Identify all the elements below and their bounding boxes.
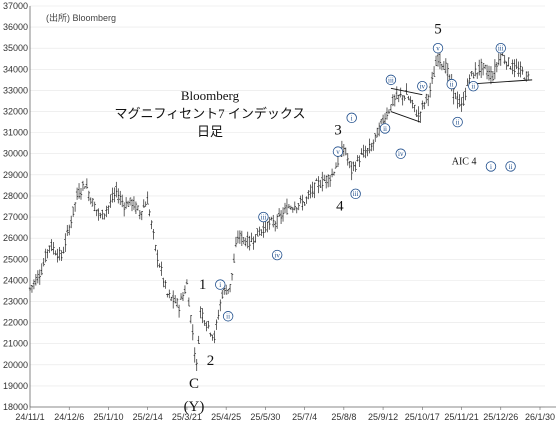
y-tick-label: 23000 (3, 296, 28, 306)
circled-label-ring (379, 123, 391, 134)
circled-label: v (436, 45, 440, 53)
circled-label: iv (274, 251, 280, 259)
y-tick-label: 18000 (3, 402, 28, 412)
y-tick-label: 19000 (3, 381, 28, 391)
y-tick-label: 25000 (3, 254, 28, 264)
circled-label: iv (420, 83, 426, 91)
x-tick-label: 25/8/8 (331, 412, 356, 422)
circled-label-ring (417, 80, 428, 92)
y-tick-label: 29000 (3, 170, 28, 180)
x-tick-label: 25/3/21 (172, 412, 202, 422)
x-tick-label: 25/11/21 (444, 412, 478, 422)
circled-label-ring (446, 78, 457, 90)
y-axis-ticks: 18000 19000 20000 21000 22000 23000 24000 25000… (3, 1, 28, 412)
circled-label-ring (346, 112, 357, 124)
circled-label-ring (215, 279, 226, 290)
wave-label: 5 (434, 21, 442, 37)
wave-label: C (189, 376, 199, 392)
x-tick-label: 25/5/30 (250, 412, 280, 422)
y-tick-label: 32000 (3, 107, 28, 117)
circled-label: i (219, 281, 221, 289)
circled-label-ring (485, 161, 497, 172)
x-axis-ticks: 24/11/1 24/12/6 25/1/10 25/2/14 25/3/21 25/4/… (15, 407, 555, 422)
y-tick-label: 24000 (3, 275, 28, 285)
y-tick-label: 22000 (3, 318, 28, 328)
trend-line (390, 87, 423, 96)
source-label: (出所) Bloomberg (46, 12, 116, 23)
y-tick-label: 36000 (3, 22, 28, 32)
x-tick-label: 25/2/14 (133, 412, 163, 422)
circled-label: v (336, 148, 340, 156)
trend-line (390, 111, 421, 123)
trend-lines (390, 79, 533, 123)
circled-label-ring (350, 188, 361, 200)
x-tick-label: 25/1/10 (93, 412, 123, 422)
circled-label: ii (456, 118, 460, 126)
y-tick-label: 33000 (3, 85, 28, 95)
wave-label: 4 (336, 199, 344, 215)
circled-label: iii (498, 45, 504, 53)
title-line-2: マグニフィセント7 インデックス (114, 106, 305, 121)
circled-label-ring (395, 148, 406, 159)
circled-label: ii (226, 313, 230, 321)
trend-line (469, 79, 533, 85)
x-tick-label: 25/9/12 (368, 412, 398, 422)
wave-label: 1 (199, 277, 207, 293)
circled-label: iii (388, 76, 394, 84)
wave-label: 2 (207, 353, 215, 369)
circled-label-ring (271, 249, 283, 261)
circled-label: i (351, 114, 353, 122)
wave-labels: 5 3 4 1 2C (Y) (184, 21, 442, 415)
circled-label: ii (450, 80, 454, 88)
circled-label: i (490, 163, 492, 171)
wave-label: (Y) (184, 399, 205, 415)
circled-label: ii (471, 83, 475, 91)
circled-label: iii (261, 213, 267, 221)
y-tick-label: 26000 (3, 233, 28, 243)
circled-label: ii (509, 163, 513, 171)
x-tick-label: 25/7/4 (292, 412, 317, 422)
y-tick-label: 31000 (3, 128, 28, 138)
y-tick-label: 28000 (3, 191, 28, 201)
circled-label: ii (383, 125, 387, 133)
circled-label-ring (258, 211, 269, 223)
y-tick-label: 37000 (3, 1, 28, 11)
circled-label-ring (468, 80, 479, 92)
title-line-1: Bloomberg (181, 88, 240, 103)
y-tick-label: 30000 (3, 149, 28, 159)
circled-label-ring (222, 311, 234, 322)
circled-label-ring (505, 161, 516, 172)
y-tick-label: 21000 (3, 339, 28, 349)
y-tick-label: 20000 (3, 360, 28, 370)
circled-label-ring (385, 74, 397, 86)
x-tick-label: 24/11/1 (15, 412, 44, 422)
x-tick-label: 25/4/25 (211, 412, 241, 422)
x-tick-label: 25/10/17 (405, 412, 440, 422)
circled-label: iv (398, 150, 404, 158)
price-bars (28, 50, 530, 371)
aic-annotation: AIC 4 (452, 156, 477, 167)
y-tick-label: 34000 (3, 64, 28, 74)
x-tick-label: 24/12/6 (54, 412, 84, 422)
circled-label-ring (495, 43, 506, 54)
circled-label-ring (332, 146, 344, 157)
x-tick-label: 25/12/26 (483, 412, 518, 422)
title-line-3: 日足 (197, 124, 223, 139)
circled-label-ring (432, 43, 444, 54)
y-tick-label: 35000 (3, 43, 28, 53)
y-tick-label: 27000 (3, 212, 28, 222)
x-tick-label: 26/1/30 (525, 412, 555, 422)
wave-label: 3 (334, 123, 342, 139)
circled-label-ring (452, 116, 463, 128)
circled-label: iii (353, 190, 359, 198)
grid (30, 5, 545, 408)
